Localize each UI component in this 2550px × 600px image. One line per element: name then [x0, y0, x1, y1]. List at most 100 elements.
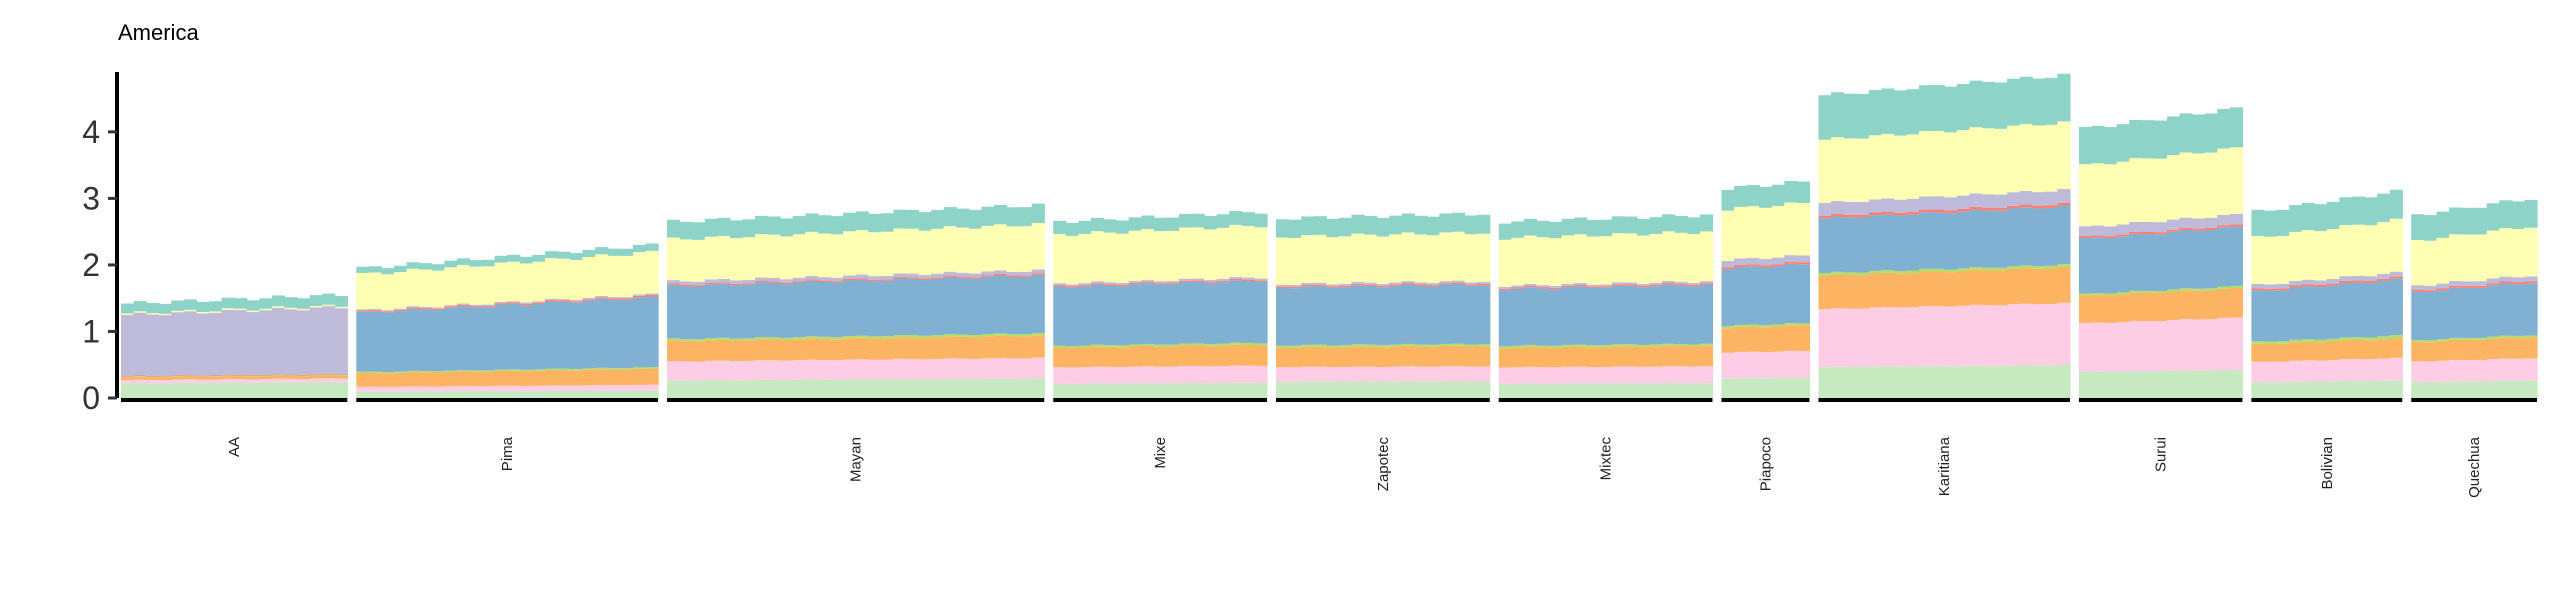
- bar-segment: [406, 306, 420, 308]
- bar-segment: [667, 280, 681, 284]
- bar-segment: [2019, 303, 2033, 366]
- bar-segment: [322, 378, 336, 382]
- bar-segment: [1178, 227, 1193, 279]
- bar-segment: [1818, 367, 1832, 398]
- bar-segment: [2364, 276, 2378, 282]
- bar-segment: [1254, 281, 1268, 344]
- bar-segment: [893, 273, 907, 278]
- bar-segment: [2301, 341, 2315, 361]
- bar-segment: [1178, 383, 1193, 398]
- bar-segment: [1078, 283, 1092, 286]
- bar-segment: [1364, 234, 1378, 283]
- bar-segment: [469, 371, 483, 387]
- bar-segment: [792, 277, 806, 282]
- bar-segment: [1078, 285, 1092, 287]
- bar-segment: [1574, 217, 1588, 235]
- bar-segment: [805, 231, 819, 276]
- chart-title: America: [118, 20, 199, 45]
- bar-segment: [905, 277, 920, 279]
- bar-segment: [1364, 215, 1378, 235]
- bar-segment: [2204, 288, 2218, 291]
- bar-segment: [729, 220, 744, 239]
- bar-segment: [1868, 307, 1882, 367]
- bar-segment: [1498, 288, 1512, 291]
- bar-segment: [1994, 270, 2008, 306]
- bar-segment: [2499, 283, 2513, 336]
- bar-segment: [607, 299, 621, 369]
- bar-segment: [704, 284, 718, 339]
- bar-segment: [1351, 346, 1365, 367]
- bar-segment: [1662, 283, 1676, 285]
- bar-segment: [1338, 381, 1353, 398]
- bar-segment: [679, 221, 693, 240]
- bar-segment: [817, 360, 832, 380]
- bar-segment: [2448, 207, 2463, 235]
- bar-segment: [1523, 283, 1538, 286]
- bar-segment: [2326, 360, 2340, 382]
- bar-segment: [532, 303, 546, 370]
- bar-segment: [1439, 281, 1453, 284]
- bar-segment: [557, 385, 571, 392]
- bar-segment: [595, 254, 609, 296]
- bar-segment: [1831, 213, 1845, 217]
- bar-segment: [918, 212, 932, 231]
- bar-segment: [2461, 359, 2475, 382]
- bar-segment: [1511, 288, 1525, 346]
- bar-segment: [981, 336, 995, 359]
- bar-segment: [632, 367, 647, 369]
- bar-segment: [2251, 290, 2265, 342]
- bar-segment: [309, 382, 323, 398]
- bar-segment: [1216, 383, 1230, 398]
- bar-segment: [968, 335, 982, 338]
- bar-segment: [1031, 378, 1045, 398]
- bar-segment: [1376, 218, 1390, 237]
- bar-segment: [2154, 222, 2168, 233]
- bar-segment: [742, 284, 756, 339]
- bar-segment: [2078, 322, 2093, 372]
- bar-segment: [2301, 360, 2315, 382]
- bar-segment: [259, 308, 273, 311]
- bar-segment: [2204, 230, 2218, 289]
- bar-segment: [469, 260, 483, 267]
- bar-segment: [1637, 218, 1651, 236]
- bar-segment: [2486, 285, 2500, 337]
- bar-segment: [1536, 383, 1550, 398]
- bar-segment: [381, 310, 395, 312]
- bar-segment: [855, 230, 869, 275]
- bar-segment: [1599, 236, 1613, 285]
- bar-segment: [1313, 344, 1327, 347]
- bar-segment: [519, 263, 533, 303]
- bar-segment: [918, 280, 932, 336]
- bar-segment: [2204, 217, 2218, 228]
- bar-segment: [1166, 366, 1180, 384]
- bar-segment: [1031, 335, 1045, 358]
- bar-segment: [2423, 290, 2438, 293]
- bar-segment: [2411, 214, 2425, 241]
- bar-segment: [494, 369, 508, 371]
- bar-segment: [1103, 284, 1117, 286]
- bar-segment: [334, 296, 348, 307]
- bar-segment: [2411, 291, 2425, 340]
- bar-segment: [1452, 282, 1466, 285]
- bar-segment: [2499, 276, 2513, 282]
- bar-segment: [1452, 212, 1466, 232]
- bar-segment: [692, 222, 706, 240]
- bar-segment: [419, 269, 433, 307]
- bar-segment: [209, 383, 223, 398]
- bar-segment: [1599, 284, 1613, 287]
- bar-segment: [805, 279, 819, 281]
- bar-segment: [1414, 346, 1428, 367]
- bar-segment: [1401, 281, 1415, 284]
- bar-segment: [2511, 335, 2526, 338]
- bar-segment: [755, 282, 769, 338]
- bar-segment: [1178, 282, 1193, 344]
- bar-segment: [1981, 194, 1996, 208]
- bar-segment: [1116, 282, 1130, 285]
- bar-segment: [830, 234, 844, 278]
- bar-segment: [2314, 231, 2328, 281]
- bar-segment: [519, 385, 533, 392]
- bar-segment: [1254, 280, 1268, 282]
- bar-segment: [1464, 284, 1478, 286]
- bar-segment: [830, 339, 844, 361]
